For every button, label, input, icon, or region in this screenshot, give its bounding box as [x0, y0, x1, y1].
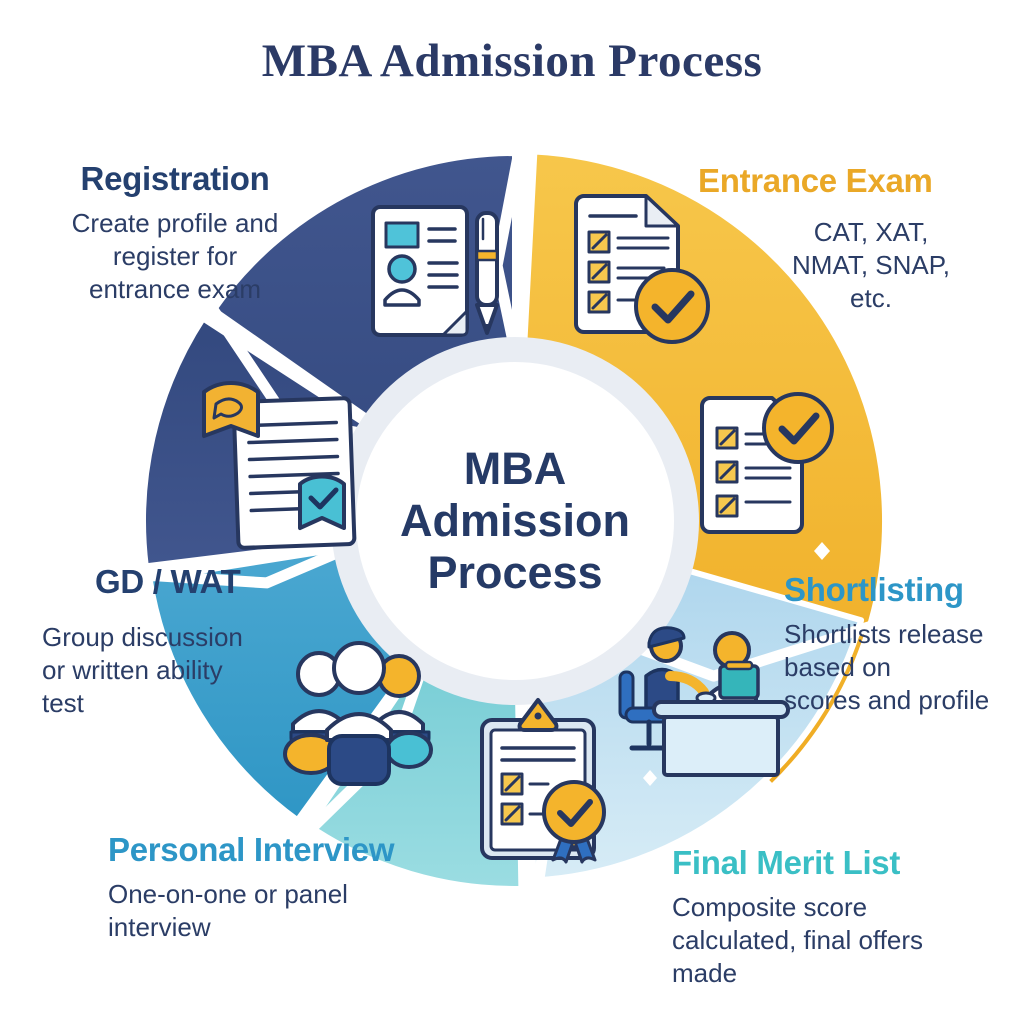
step-description-gd-wat: Group discussion or written ability test	[42, 612, 292, 720]
step-label-entrance-exam: Entrance Exam	[698, 162, 958, 200]
step-label-final-merit-list: Final Merit List Composite score calcula…	[672, 844, 962, 990]
step-heading: Entrance Exam	[698, 162, 933, 199]
step-heading: GD / WAT	[95, 563, 241, 600]
center-circle	[331, 337, 699, 705]
step-description: Group discussion or written ability test	[42, 622, 243, 718]
step-label-gd-wat: GD / WAT	[95, 563, 295, 601]
center-label-line: Admission	[399, 494, 631, 546]
people-group-icon	[283, 641, 433, 786]
center-label-line: MBA	[463, 442, 567, 494]
page-title: MBA Admission Process	[261, 35, 763, 87]
step-label-personal-interview: Personal Interview One-on-one or panel i…	[108, 831, 448, 944]
center-label: MBA Admission Process	[357, 428, 673, 614]
shortlist-checklist-icon	[700, 392, 834, 534]
document-discussion-icon	[202, 381, 357, 550]
step-description-entrance-exam: CAT, XAT, NMAT, SNAP, etc.	[766, 167, 976, 315]
step-heading: Shortlisting	[784, 571, 964, 608]
step-description: Create profile and register for entrance…	[71, 207, 279, 304]
step-description: Shortlists release based on scores and p…	[784, 618, 990, 715]
step-label-shortlisting: Shortlisting Shortlists release based on…	[784, 571, 1016, 717]
step-description: CAT, XAT, NMAT, SNAP, etc.	[792, 217, 950, 313]
step-description: One-on-one or panel interview	[108, 878, 348, 942]
interview-desk-icon	[618, 626, 790, 777]
step-heading: Registration	[80, 160, 270, 197]
step-description: Composite score calculated, final offers…	[672, 891, 923, 988]
sparkle-icon	[643, 542, 830, 786]
center-label-line: Process	[427, 547, 603, 599]
clipboard-medal-icon	[480, 698, 606, 864]
step-heading: Final Merit List	[672, 844, 901, 881]
exam-checklist-icon	[574, 194, 710, 344]
profile-document-pen-icon	[371, 205, 499, 337]
step-label-registration: Registration Create profile and register…	[42, 160, 308, 306]
step-heading: Personal Interview	[108, 831, 395, 868]
